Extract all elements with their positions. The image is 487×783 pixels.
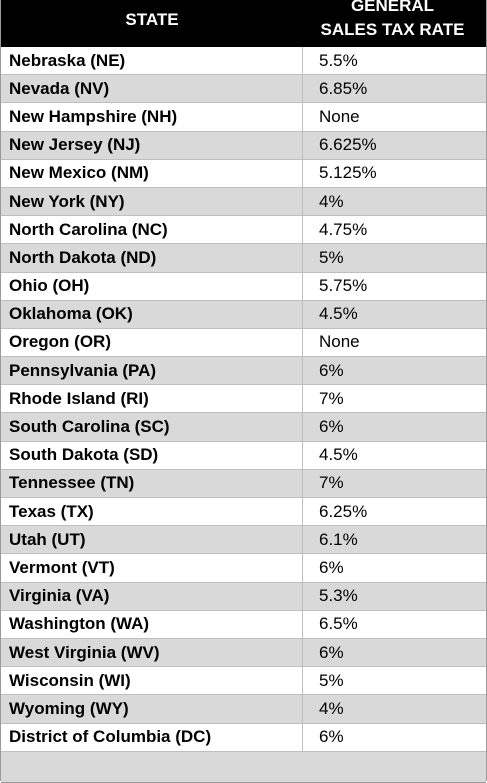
rate-cell: 4.5%: [319, 445, 358, 465]
rate-column-header: GENERAL SALES TAX RATE: [303, 0, 486, 47]
state-cell: North Carolina (NC): [1, 216, 303, 244]
table-row: Washington (WA) 6.5%: [1, 610, 486, 639]
rate-cell: 6.25%: [319, 501, 368, 521]
rate-cell: 5.3%: [319, 586, 358, 606]
table-row: Wyoming (WY) 4%: [1, 695, 486, 724]
state-cell: New York (NY): [1, 187, 303, 216]
table-row: South Carolina (SC) 6%: [1, 413, 486, 442]
table-row: Vermont (VT) 6%: [1, 554, 486, 583]
rate-header-line-1: GENERAL: [350, 0, 435, 15]
rate-cell: 6%: [319, 557, 344, 577]
rate-cell: 6%: [319, 642, 344, 662]
rate-cell: 7%: [319, 473, 344, 493]
rate-cell: 6.625%: [319, 135, 377, 155]
rate-cell: 6.1%: [319, 529, 358, 549]
state-cell: West Virginia (WV): [1, 638, 303, 667]
table-row: South Dakota (SD) 4.5%: [1, 441, 486, 470]
state-cell: Oklahoma (OK): [1, 300, 303, 328]
state-cell: South Carolina (SC): [1, 413, 303, 441]
state-cell: Ohio (OH): [1, 272, 303, 300]
rate-cell: 6%: [319, 417, 344, 437]
table-row: Nevada (NV) 6.85%: [1, 75, 486, 104]
table-row: Tennessee (TN) 7%: [1, 469, 486, 498]
table-row: West Virginia (WV) 6%: [1, 638, 486, 668]
table-row: New York (NY) 4%: [1, 187, 486, 217]
state-cell: Nebraska (NE): [1, 47, 303, 75]
rate-header-line-2: SALES TAX RATE: [320, 20, 465, 39]
state-cell: Oregon (OR): [1, 328, 303, 357]
table-row: Pennsylvania (PA) 6%: [1, 357, 486, 386]
state-cell: Vermont (VT): [1, 554, 303, 582]
table-header: STATE GENERAL SALES TAX RATE: [1, 0, 486, 47]
rate-cell: 4%: [319, 698, 344, 718]
state-cell: New Jersey (NJ): [1, 131, 303, 159]
state-column-header: STATE: [125, 10, 179, 29]
state-cell: Pennsylvania (PA): [1, 357, 303, 385]
rate-cell: 5.5%: [319, 50, 358, 70]
table-row: Oklahoma (OK) 4.5%: [1, 300, 486, 329]
table-row: Utah (UT) 6.1%: [1, 526, 486, 555]
table-row: New Jersey (NJ) 6.625%: [1, 131, 486, 160]
state-cell: North Dakota (ND): [1, 244, 303, 272]
state-cell: South Dakota (SD): [1, 441, 303, 469]
state-cell: New Mexico (NM): [1, 159, 303, 187]
state-cell: New Hampshire (NH): [1, 103, 303, 131]
state-cell: Wisconsin (WI): [1, 667, 303, 695]
rate-cell: 6%: [319, 727, 344, 747]
rate-cell: 6.85%: [319, 78, 368, 98]
state-cell: Washington (WA): [1, 610, 303, 638]
rate-cell: 7%: [319, 388, 344, 408]
table-row: Oregon (OR) None: [1, 328, 486, 358]
table-row: Rhode Island (RI) 7%: [1, 385, 486, 414]
table-row: New Mexico (NM) 5.125%: [1, 159, 486, 188]
state-cell: District of Columbia (DC): [1, 723, 303, 751]
table-row: New Hampshire (NH) None: [1, 103, 486, 132]
state-cell: Texas (TX): [1, 498, 303, 526]
table-footer-row: [1, 751, 486, 783]
rate-cell: 6%: [319, 360, 344, 380]
rate-cell: 5.125%: [319, 163, 377, 183]
table-row: North Dakota (ND) 5%: [1, 244, 486, 273]
table-row: District of Columbia (DC) 6%: [1, 723, 486, 752]
rate-cell: 4%: [319, 191, 344, 211]
rate-cell: 5%: [319, 247, 344, 267]
rate-cell: 5%: [319, 670, 344, 690]
table-row: Virginia (VA) 5.3%: [1, 582, 486, 611]
table-row: Texas (TX) 6.25%: [1, 498, 486, 527]
state-cell: Rhode Island (RI): [1, 385, 303, 413]
table-row: Ohio (OH) 5.75%: [1, 272, 486, 301]
table-row: Wisconsin (WI) 5%: [1, 667, 486, 696]
state-cell: Tennessee (TN): [1, 469, 303, 497]
rate-cell: 4.75%: [319, 219, 368, 239]
table-body: Nebraska (NE) 5.5% Nevada (NV) 6.85% New Ham…: [1, 47, 486, 752]
state-cell: Nevada (NV): [1, 75, 303, 103]
rate-cell: None: [319, 106, 360, 126]
rate-cell: 5.75%: [319, 276, 368, 296]
table-row: North Carolina (NC) 4.75%: [1, 216, 486, 245]
rate-cell: 4.5%: [319, 304, 358, 324]
state-cell: Wyoming (WY): [1, 695, 303, 723]
rate-cell: 6.5%: [319, 614, 358, 634]
state-cell: Virginia (VA): [1, 582, 303, 610]
rate-cell: None: [319, 332, 360, 352]
state-cell: Utah (UT): [1, 526, 303, 554]
table-row: Nebraska (NE) 5.5%: [1, 47, 486, 76]
